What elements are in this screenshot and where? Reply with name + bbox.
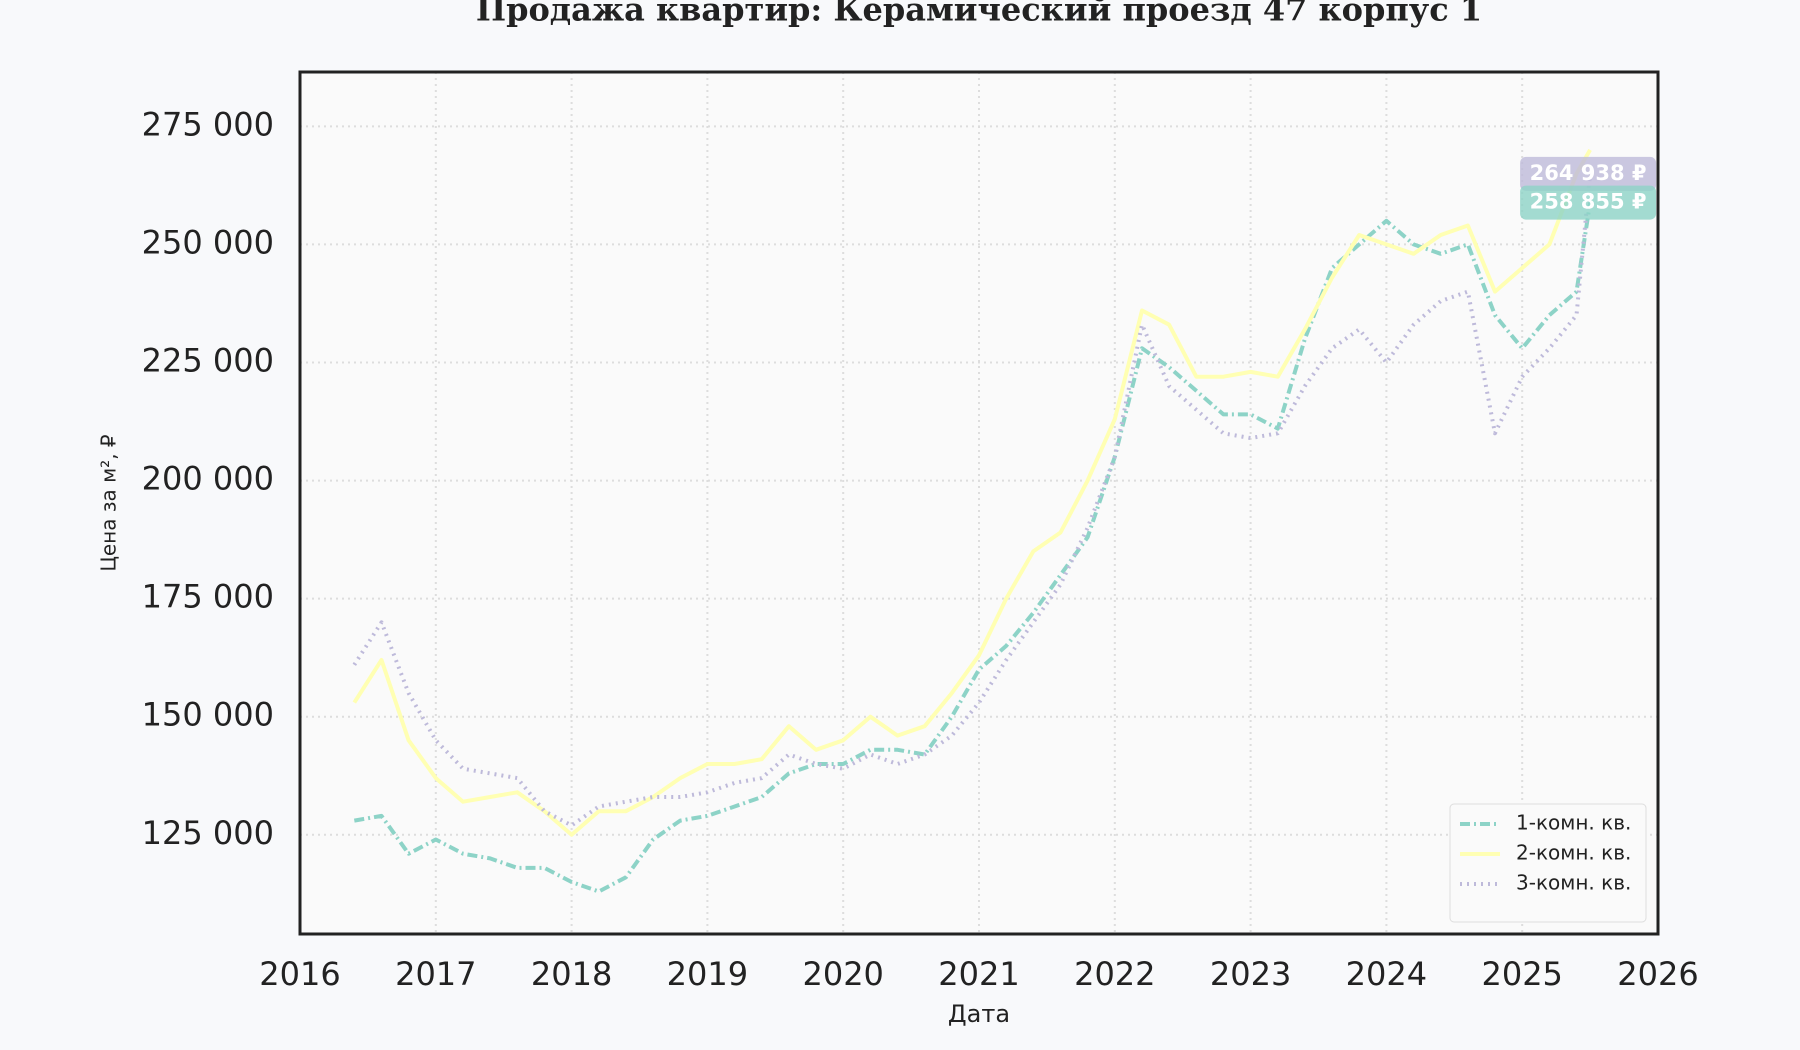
x-tick-label: 2026 — [1617, 955, 1698, 993]
annotation-label: 258 855 ₽ — [1530, 190, 1647, 214]
x-tick-label: 2023 — [1210, 955, 1291, 993]
legend-label: 2-комн. кв. — [1516, 841, 1631, 865]
y-tick-label: 275 000 — [142, 105, 274, 143]
y-tick-label: 225 000 — [142, 341, 274, 379]
plot-area — [300, 72, 1658, 934]
legend — [1449, 803, 1647, 923]
x-tick-label: 2019 — [667, 955, 748, 993]
line-series — [352, 148, 1592, 837]
y-tick-label: 150 000 — [142, 696, 274, 734]
legend-label: 1-комн. кв. — [1516, 811, 1631, 835]
annotation-box — [1520, 156, 1657, 191]
legend-label: 3-комн. кв. — [1516, 871, 1631, 895]
y-tick-label: 200 000 — [142, 460, 274, 498]
y-tick-label: 125 000 — [142, 814, 274, 852]
x-tick-label: 2017 — [395, 955, 476, 993]
x-tick-label: 2021 — [938, 955, 1019, 993]
x-tick-label: 2024 — [1346, 955, 1427, 993]
x-tick-label: 2018 — [531, 955, 612, 993]
y-axis-label: Цена за м², ₽ — [97, 434, 121, 572]
x-tick-label: 2020 — [802, 955, 883, 993]
y-tick-label: 250 000 — [142, 223, 274, 261]
x-axis-label: Дата — [948, 1000, 1010, 1028]
x-tick-label: 2022 — [1074, 955, 1155, 993]
y-tick-label: 175 000 — [142, 578, 274, 616]
x-tick-label: 2025 — [1481, 955, 1562, 993]
annotation-label: 264 938 ₽ — [1530, 161, 1647, 185]
plot-frame — [298, 70, 1660, 936]
chart-title: Продажа квартир: Керамический проезд 47 … — [476, 0, 1482, 29]
x-tick-label: 2016 — [259, 955, 340, 993]
annotation-box — [1520, 185, 1657, 220]
